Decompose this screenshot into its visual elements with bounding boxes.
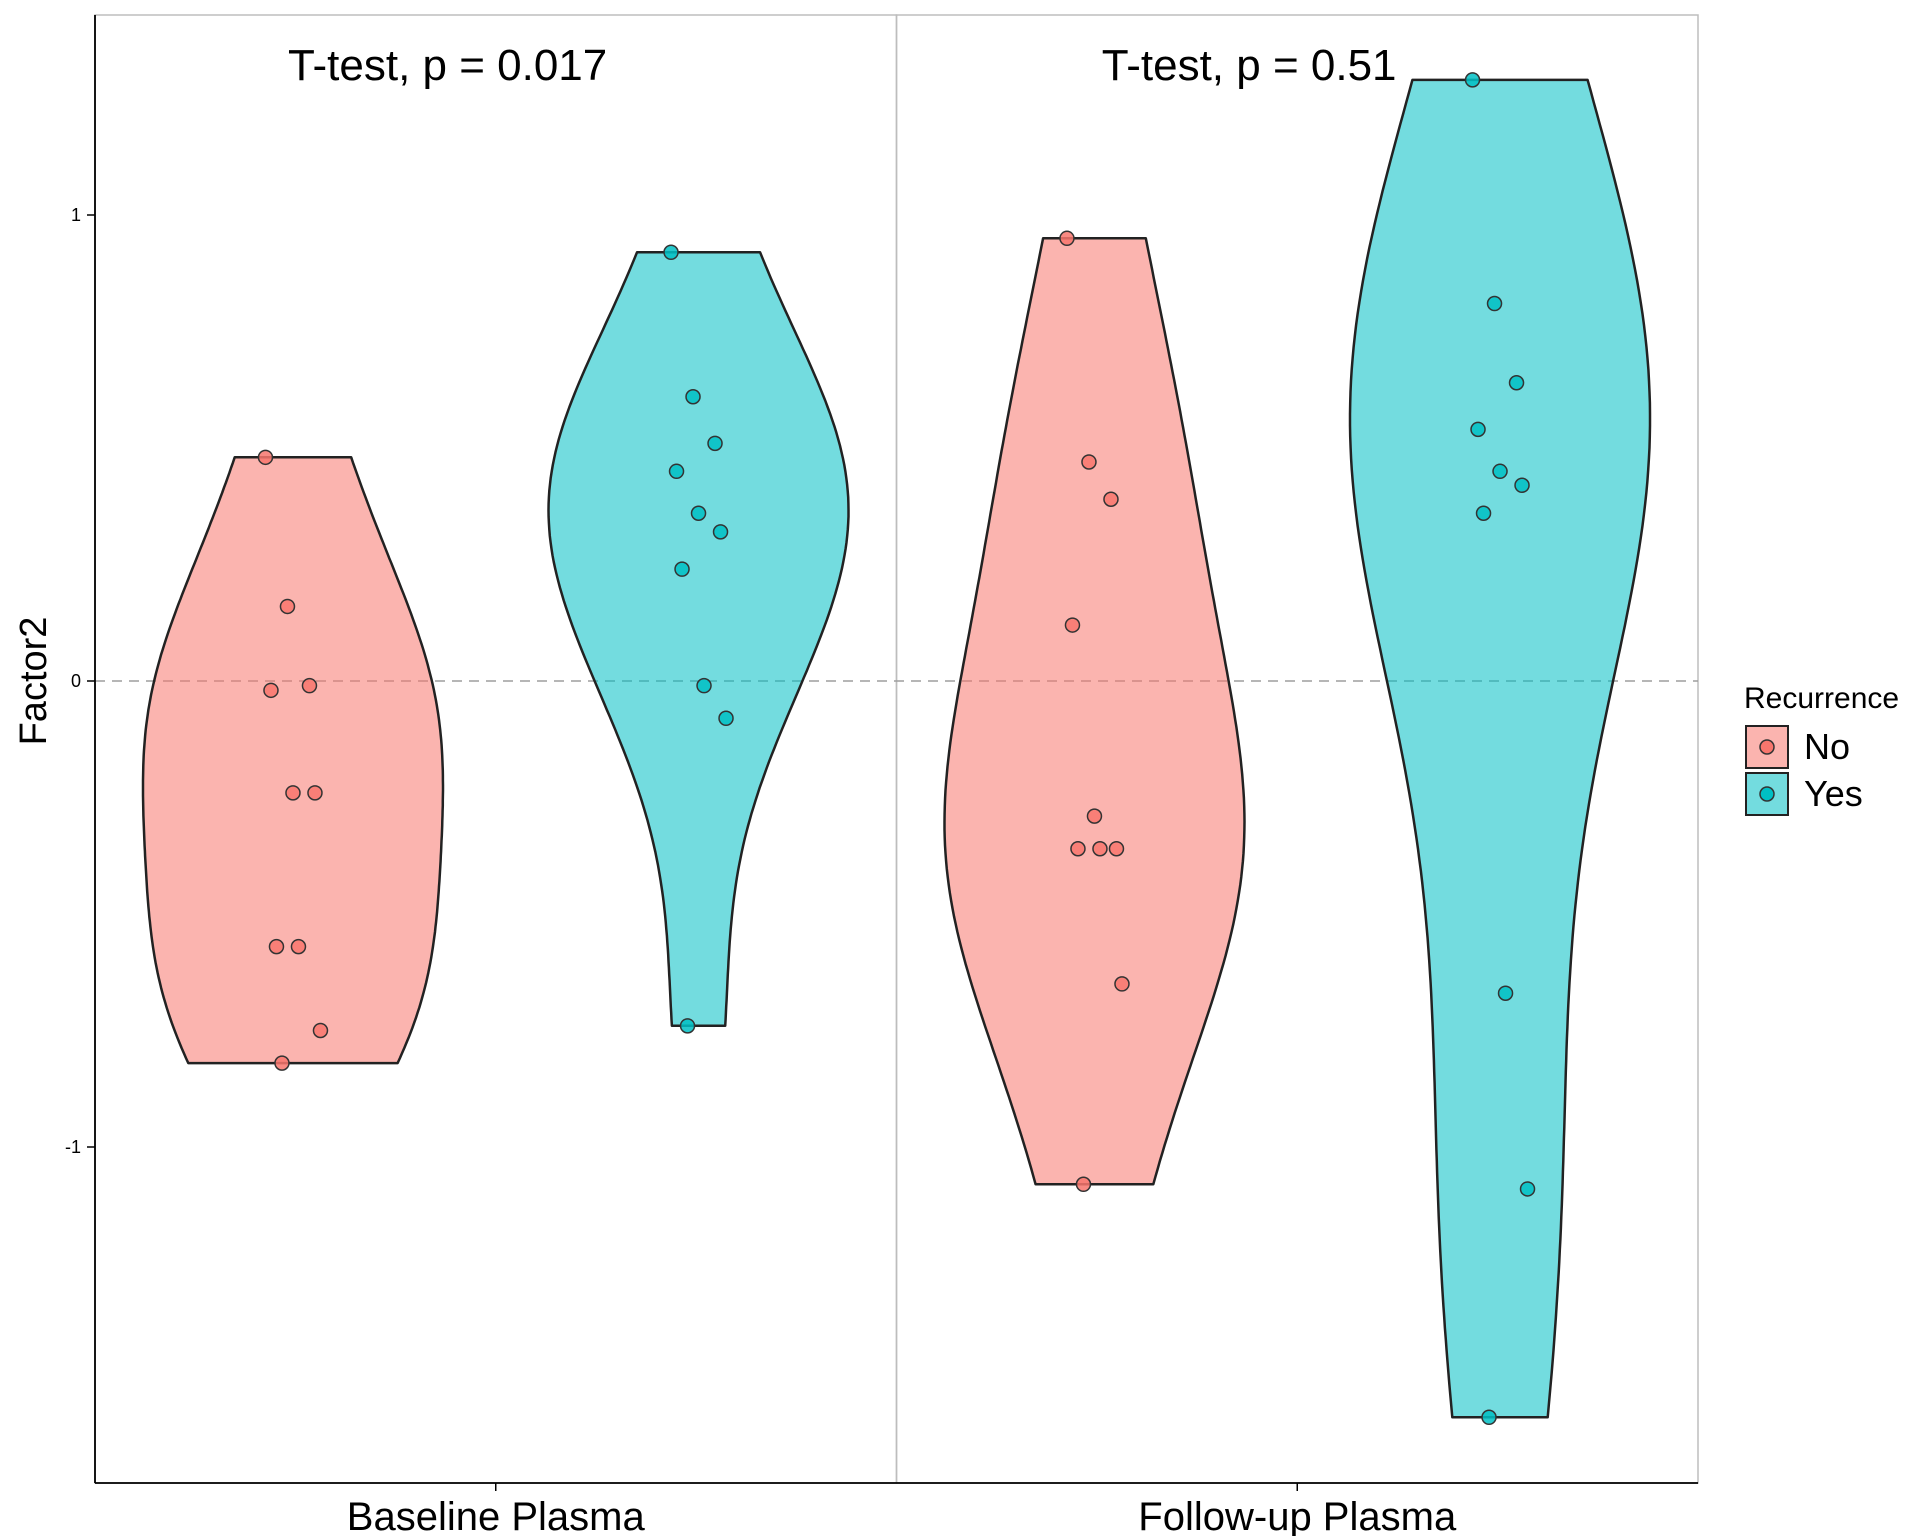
data-point — [696, 677, 712, 694]
data-point — [707, 435, 723, 452]
data-point — [663, 244, 679, 261]
y-tick-label: 0 — [71, 671, 81, 691]
legend-title: Recurrence — [1744, 682, 1899, 715]
data-point — [1486, 295, 1503, 312]
data-point — [285, 785, 301, 801]
data-point — [1475, 505, 1492, 521]
data-point — [1492, 463, 1508, 480]
data-point — [1519, 1181, 1536, 1197]
data-point — [307, 785, 323, 801]
data-point — [1081, 454, 1097, 470]
data-point — [668, 463, 685, 480]
data-point — [1070, 841, 1086, 857]
data-point — [1464, 72, 1481, 88]
violin-baseline-plasmayes — [547, 251, 850, 1028]
data-point — [263, 682, 279, 699]
test-annotation: T-test, p = 0.017 — [288, 41, 607, 90]
legend-label-no: No — [1804, 726, 1850, 767]
data-point — [712, 524, 729, 540]
data-point — [268, 938, 285, 955]
data-point — [1103, 491, 1119, 508]
data-point — [1508, 375, 1525, 391]
legend-key-point — [1759, 739, 1775, 755]
axes: Baseline Plasma Follow-up Plasma -1 0 1 — [65, 15, 1698, 1536]
violin-follow-up-plasmayes — [1348, 78, 1652, 1419]
data-point — [274, 1055, 290, 1071]
x-tick-label: Follow-up Plasma — [1138, 1495, 1457, 1536]
data-point — [1497, 985, 1514, 1001]
data-point — [1064, 617, 1081, 633]
data-point — [718, 710, 734, 727]
data-point — [1108, 841, 1125, 857]
data-point — [685, 388, 701, 405]
y-tick-label: 1 — [71, 205, 81, 225]
plot-area: T-test, p = 0.017 T-test, p = 0.51 — [94, 14, 1699, 1484]
data-point — [1092, 841, 1108, 857]
y-tick-label: -1 — [65, 1137, 81, 1157]
data-point — [290, 938, 307, 955]
data-point — [1481, 1409, 1497, 1426]
data-point — [1059, 230, 1075, 247]
data-point — [279, 598, 296, 615]
y-axis-title: Factor2 — [13, 617, 55, 746]
data-point — [1470, 421, 1486, 438]
legend: Recurrence No Yes — [1744, 682, 1899, 816]
data-point — [1086, 808, 1103, 824]
violin-baseline-plasmano — [141, 456, 445, 1065]
legend-key-point — [1759, 786, 1775, 802]
data-point — [679, 1018, 696, 1034]
test-annotation: T-test, p = 0.51 — [1102, 41, 1397, 90]
data-point — [312, 1022, 329, 1039]
data-point — [1075, 1176, 1092, 1193]
data-point — [1114, 976, 1130, 992]
violin-follow-up-plasmano — [943, 237, 1246, 1186]
data-point — [674, 561, 690, 577]
data-point — [1514, 477, 1530, 494]
data-point — [301, 677, 318, 694]
x-tick-label: Baseline Plasma — [347, 1495, 646, 1536]
data-point — [690, 505, 707, 521]
data-point — [257, 449, 274, 466]
legend-label-yes: Yes — [1804, 773, 1863, 814]
